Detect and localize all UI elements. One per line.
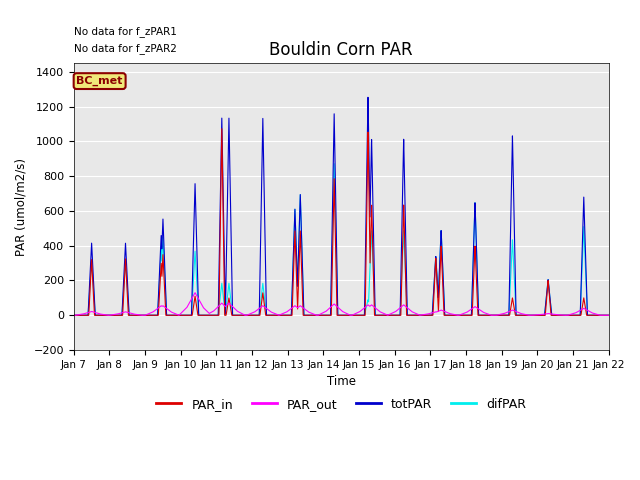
totPAR: [476, 312, 484, 318]
PAR_out: [461, 310, 468, 316]
Text: No data for f_zPAR2: No data for f_zPAR2: [74, 43, 177, 54]
PAR_in: [476, 312, 484, 318]
Text: No data for f_zPAR1: No data for f_zPAR1: [74, 26, 177, 36]
difPAR: [323, 312, 331, 318]
PAR_in: [252, 312, 259, 318]
PAR_in: [576, 312, 584, 318]
totPAR: [252, 312, 259, 318]
totPAR: [582, 278, 590, 284]
PAR_out: [70, 312, 77, 318]
difPAR: [582, 287, 590, 292]
PAR_in: [218, 126, 226, 132]
totPAR: [576, 312, 584, 318]
difPAR: [576, 312, 584, 318]
PAR_out: [605, 312, 612, 318]
PAR_in: [582, 311, 590, 316]
totPAR: [70, 312, 77, 318]
Text: BC_met: BC_met: [76, 76, 123, 86]
Line: PAR_out: PAR_out: [74, 293, 609, 315]
PAR_out: [576, 308, 584, 313]
difPAR: [476, 312, 484, 318]
PAR_out: [582, 307, 590, 312]
totPAR: [323, 312, 331, 318]
X-axis label: Time: Time: [327, 375, 356, 388]
PAR_out: [191, 290, 199, 296]
Legend: PAR_in, PAR_out, totPAR, difPAR: PAR_in, PAR_out, totPAR, difPAR: [151, 393, 531, 416]
PAR_in: [461, 312, 468, 318]
Line: totPAR: totPAR: [74, 97, 609, 315]
PAR_out: [323, 308, 331, 313]
totPAR: [461, 312, 468, 318]
difPAR: [461, 312, 468, 318]
PAR_in: [605, 312, 612, 318]
PAR_in: [323, 312, 331, 318]
difPAR: [330, 161, 338, 167]
Title: Bouldin Corn PAR: Bouldin Corn PAR: [269, 41, 413, 59]
Y-axis label: PAR (umol/m2/s): PAR (umol/m2/s): [15, 157, 28, 255]
difPAR: [70, 312, 77, 318]
PAR_out: [252, 308, 259, 314]
Line: difPAR: difPAR: [74, 164, 609, 315]
PAR_in: [70, 312, 77, 318]
PAR_out: [476, 307, 484, 313]
Line: PAR_in: PAR_in: [74, 129, 609, 315]
totPAR: [364, 95, 372, 100]
difPAR: [605, 312, 612, 318]
totPAR: [605, 312, 612, 318]
difPAR: [252, 312, 259, 318]
